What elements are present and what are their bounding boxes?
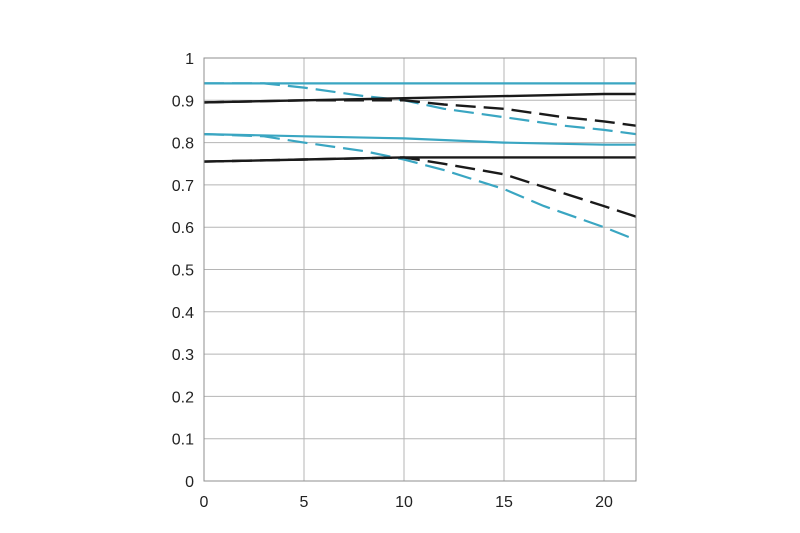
series-line-5-solid (203, 133, 636, 146)
y-tick-label: 1 (185, 51, 194, 68)
series-line-3-solid (203, 92, 636, 104)
x-tick-label: 15 (495, 494, 513, 511)
plot-frame (203, 57, 637, 482)
series-line-7-solid (203, 156, 636, 163)
y-tick-label: 0.9 (172, 93, 194, 110)
x-axis-ticks: 0 5 10 15 20 (200, 494, 613, 511)
series-line-4-dashed (203, 99, 637, 127)
series-line-2-dashed (204, 82, 637, 136)
series-line-8-dashed (203, 156, 637, 218)
y-tick-label: 0.7 (172, 178, 194, 195)
series-line-6-dashed (203, 133, 637, 241)
y-tick-label: 0.8 (172, 136, 194, 153)
x-tick-label: 0 (200, 494, 209, 511)
chart-grid (203, 57, 636, 482)
y-tick-label: 0.4 (172, 305, 194, 322)
y-tick-label: 0.1 (172, 432, 194, 449)
x-tick-label: 5 (300, 494, 309, 511)
y-tick-label: 0.2 (172, 389, 194, 406)
x-tick-label: 20 (595, 494, 613, 511)
x-tick-label: 10 (395, 494, 413, 511)
y-tick-label: 0.6 (172, 220, 194, 237)
y-tick-label: 0 (185, 474, 194, 491)
chart-series (203, 82, 637, 241)
y-tick-label: 0.5 (172, 263, 194, 280)
y-tick-label: 0.3 (172, 347, 194, 364)
y-axis-ticks: 0 0.1 0.2 0.3 0.4 0.5 0.6 0.7 0.8 0.9 1 (172, 51, 194, 491)
